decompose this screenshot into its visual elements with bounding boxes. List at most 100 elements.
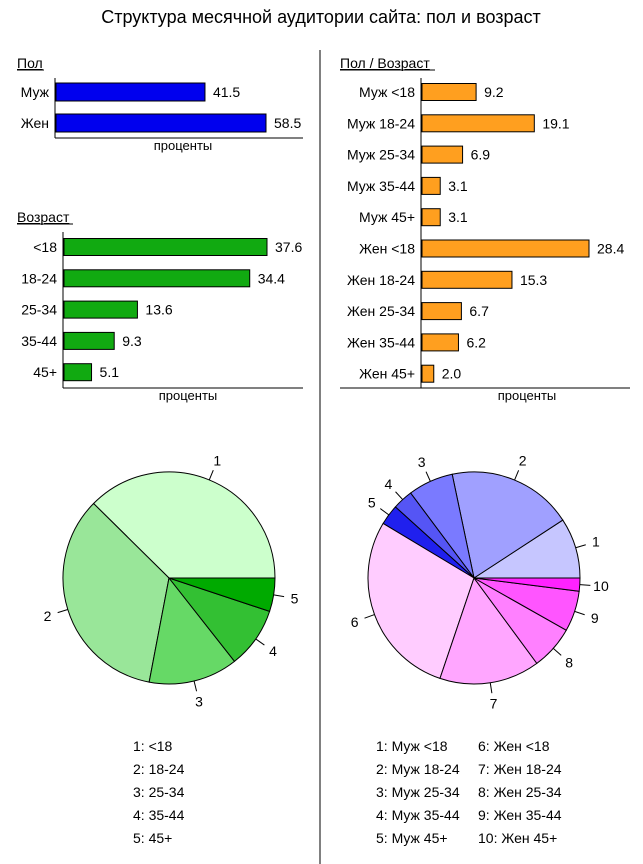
gender-age-pie-legend-item: 6: Жен <18 xyxy=(478,738,550,754)
age-pie-label-tick xyxy=(57,609,68,614)
gender-age-category-label: Муж 25-34 xyxy=(347,147,415,163)
age-pie-slice xyxy=(148,576,236,685)
gender-age-bar-chart: Пол / Возраст Муж <18 9.2 Муж 18-24 19.1 Муж … xyxy=(340,55,630,403)
gender-age-pie-legend-item: 7: Жен 18-24 xyxy=(478,761,562,777)
age-pie-legend-item: 4: 35-44 xyxy=(133,807,185,823)
gender-age-value-label: 9.2 xyxy=(484,84,504,100)
age-value-label: 37.6 xyxy=(275,239,302,255)
gender-age-bar xyxy=(421,208,441,227)
gender-age-pie-label-tick xyxy=(574,610,585,616)
age-pie-label-tick xyxy=(208,469,214,481)
gender-age-pie-chart: 1 2 3 45 6 7 8 9 10 1: Муж <18 2: Муж 18-24 3: Муж … xyxy=(351,452,609,846)
age-pie-slice-label: 4 xyxy=(269,643,277,659)
gender-category-label: Жен xyxy=(21,115,49,131)
age-bar xyxy=(63,300,138,319)
gender-age-pie-slice-label: 2 xyxy=(519,452,527,468)
age-pie-slice-label: 2 xyxy=(44,608,52,624)
gender-age-pie-slice-label: 3 xyxy=(418,454,426,470)
gender-age-value-label: 6.7 xyxy=(469,303,489,319)
gender-age-value-label: 6.9 xyxy=(471,147,491,163)
gender-age-pie-legend-item: 9: Жен 35-44 xyxy=(478,807,562,823)
gender-bar xyxy=(55,82,206,102)
age-x-label: проценты xyxy=(159,388,218,403)
gender-age-pie-slice-label: 6 xyxy=(351,614,359,630)
gender-age-category-label: Муж 18-24 xyxy=(347,115,415,131)
gender-age-pie-legend-item: 2: Муж 18-24 xyxy=(376,761,460,777)
age-bar xyxy=(63,363,93,382)
figure-title: Структура месячной аудитории сайта: пол … xyxy=(101,7,541,27)
gender-age-bar xyxy=(421,239,590,258)
gender-age-pie-legend-item: 3: Муж 25-34 xyxy=(376,784,460,800)
gender-age-pie-legend-item: 5: Муж 45+ xyxy=(376,830,448,846)
gender-age-category-label: Жен 18-24 xyxy=(347,272,415,288)
gender-age-value-label: 28.4 xyxy=(597,241,624,257)
gender-age-pie-label-tick xyxy=(552,647,562,656)
age-pie-chart: 1 2 3 4 5 1: <18 2: 18-24 3: 25-34 4: 35-44 5: 45… xyxy=(44,452,299,846)
gender-age-value-label: 6.2 xyxy=(466,334,486,350)
gender-age-title: Пол / Возраст xyxy=(340,55,430,71)
gender-age-pie-slice-label: 7 xyxy=(490,696,498,712)
gender-age-pie-slice xyxy=(367,522,475,680)
gender-age-bar xyxy=(421,270,513,289)
age-bar xyxy=(63,238,268,256)
gender-age-value-label: 2.0 xyxy=(442,366,462,382)
gender-age-pie-legend-item: 4: Муж 35-44 xyxy=(376,807,460,823)
gender-age-category-label: Муж 45+ xyxy=(359,209,415,225)
gender-age-pie-label-tick xyxy=(579,584,591,586)
gender-age-bar xyxy=(421,176,441,195)
age-value-label: 13.6 xyxy=(145,302,172,318)
gender-age-category-label: Жен 45+ xyxy=(359,366,415,382)
gender-age-pie-slice xyxy=(439,576,538,685)
gender-age-category-label: Муж <18 xyxy=(359,84,415,100)
gender-age-pie-slice-label: 1 xyxy=(592,534,600,550)
age-pie-slice-label: 5 xyxy=(291,590,299,606)
age-pie-slice xyxy=(92,471,276,579)
gender-value-label: 58.5 xyxy=(274,115,301,131)
gender-age-bar xyxy=(421,302,462,321)
gender-age-value-label: 3.1 xyxy=(448,178,468,194)
gender-age-pie-label-tick xyxy=(395,491,404,500)
age-bar xyxy=(63,331,115,350)
gender-age-x-label: проценты xyxy=(498,388,557,403)
gender-age-pie-slice-label: 9 xyxy=(591,610,599,626)
age-pie-legend-item: 1: <18 xyxy=(133,738,173,754)
gender-age-pie-slice-label: 10 xyxy=(593,578,609,594)
age-pie-legend-item: 2: 18-24 xyxy=(133,761,185,777)
gender-age-pie-label-tick xyxy=(489,682,493,694)
gender-age-bar xyxy=(421,83,477,101)
gender-age-pie-slice xyxy=(473,577,581,592)
gender-age-pie-legend-item: 8: Жен 25-34 xyxy=(478,784,562,800)
gender-age-pie-slice-label: 5 xyxy=(368,494,376,510)
gender-age-pie-label-tick xyxy=(380,508,390,516)
gender-age-category-label: Жен <18 xyxy=(359,241,415,257)
gender-title: Пол xyxy=(17,55,43,71)
gender-age-pie-label-tick xyxy=(514,470,520,481)
gender-age-pie-legend-item: 10: Жен 45+ xyxy=(478,830,557,846)
age-category-label: 45+ xyxy=(33,364,57,380)
age-value-label: 9.3 xyxy=(122,333,142,349)
gender-x-label: проценты xyxy=(154,138,213,153)
gender-age-pie-label-tick xyxy=(364,614,375,619)
gender-age-value-label: 15.3 xyxy=(520,272,547,288)
age-pie-slice-label: 1 xyxy=(213,452,221,468)
gender-age-bar xyxy=(421,333,459,352)
age-value-label: 5.1 xyxy=(100,364,120,380)
age-pie-label-tick xyxy=(193,680,198,692)
age-category-label: 25-34 xyxy=(21,302,57,318)
gender-bar-chart: Пол Муж 41.5 Жен 58.5 проценты xyxy=(17,55,303,153)
age-pie-legend-item: 3: 25-34 xyxy=(133,784,185,800)
gender-age-value-label: 3.1 xyxy=(448,209,468,225)
age-value-label: 34.4 xyxy=(258,270,285,286)
age-pie-legend-item: 5: 45+ xyxy=(133,830,172,846)
gender-bar xyxy=(55,113,267,133)
age-pie-slice xyxy=(62,502,170,683)
gender-age-bar xyxy=(421,364,435,383)
age-category-label: <18 xyxy=(33,239,57,255)
gender-age-pie-slice xyxy=(451,471,564,579)
gender-age-pie-slice-label: 8 xyxy=(565,654,573,670)
gender-age-pie-slice-label: 4 xyxy=(384,476,392,492)
age-pie-slice xyxy=(168,577,276,613)
gender-age-pie-label-tick xyxy=(425,471,431,482)
gender-age-category-label: Жен 25-34 xyxy=(347,303,415,319)
